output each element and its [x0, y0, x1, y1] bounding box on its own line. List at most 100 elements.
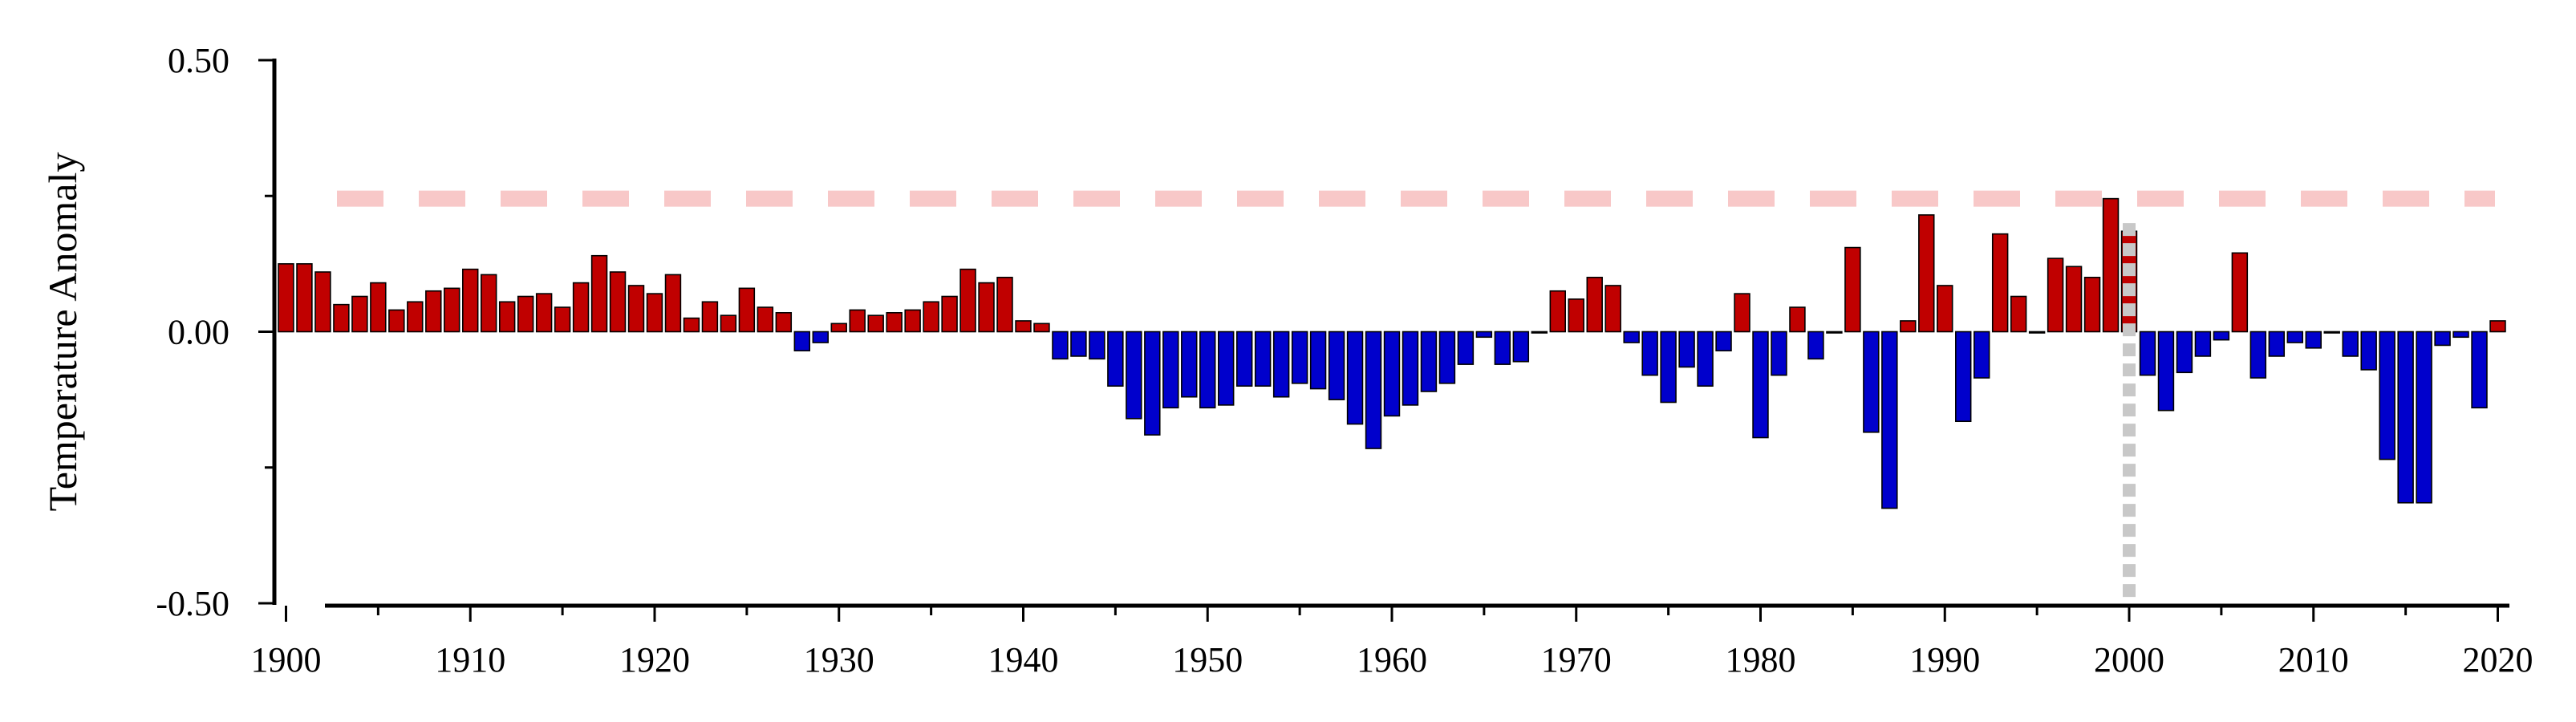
- bar-1966: [1494, 331, 1511, 365]
- bar-2004: [2194, 331, 2212, 357]
- bar-1926: [757, 306, 774, 333]
- x-tick-label: 1960: [1357, 640, 1427, 679]
- bar-1912: [498, 301, 516, 333]
- bar-1908: [425, 290, 442, 333]
- bars-layer: [278, 197, 2506, 509]
- bar-1957: [1328, 331, 1345, 400]
- bar-1917: [590, 254, 608, 333]
- bar-1950: [1199, 331, 1216, 409]
- bar-1919: [627, 285, 645, 333]
- bar-2011: [2323, 331, 2340, 334]
- bar-1915: [554, 306, 571, 333]
- bar-1969: [1549, 290, 1566, 333]
- bar-1967: [1512, 331, 1530, 363]
- bar-1924: [720, 314, 737, 333]
- bar-2013: [2360, 331, 2377, 371]
- bar-1946: [1126, 331, 1142, 420]
- bar-1992: [1973, 331, 1990, 379]
- bar-1931: [849, 309, 866, 333]
- bar-1911: [480, 274, 497, 333]
- bar-1991: [1955, 331, 1972, 423]
- bar-1936: [941, 295, 958, 333]
- bar-1945: [1107, 331, 1124, 387]
- bar-1999: [2102, 197, 2120, 333]
- x-tick-label: 1990: [1909, 640, 1980, 679]
- bar-1983: [1807, 331, 1824, 360]
- bar-1982: [1789, 306, 1806, 333]
- bar-2001: [2139, 331, 2156, 376]
- bar-1947: [1144, 331, 1161, 436]
- bar-2017: [2434, 331, 2451, 347]
- bar-1918: [609, 271, 627, 333]
- bar-1990: [1937, 285, 1953, 333]
- bar-2003: [2176, 331, 2193, 374]
- x-tick-label: 1970: [1541, 640, 1612, 679]
- bar-1968: [1531, 331, 1548, 334]
- bar-1938: [978, 282, 995, 333]
- bar-1928: [793, 331, 811, 351]
- bar-1937: [959, 268, 976, 333]
- bar-1929: [812, 331, 829, 343]
- x-tick-label: 2000: [2094, 640, 2164, 679]
- bar-1981: [1771, 331, 1787, 376]
- bar-1925: [738, 287, 756, 333]
- bar-1900: [278, 263, 294, 333]
- bar-1960: [1383, 331, 1401, 417]
- y-axis-title: Temperature Anomaly: [40, 152, 85, 512]
- bar-1916: [572, 282, 590, 333]
- bar-1953: [1254, 331, 1272, 387]
- bar-1996: [2047, 258, 2064, 333]
- bar-1972: [1604, 285, 1621, 333]
- bar-2012: [2342, 331, 2359, 357]
- x-axis-ticks: 1900 1910 1920 1930 1940 1950 1960 1970 1980 1990…: [250, 606, 2533, 679]
- bar-2005: [2213, 331, 2230, 341]
- bar-1987: [1881, 331, 1898, 509]
- bar-1954: [1272, 331, 1290, 398]
- x-tick-label: 1980: [1726, 640, 1796, 679]
- bar-1909: [444, 287, 460, 333]
- bar-1951: [1218, 331, 1235, 406]
- bar-1998: [2083, 276, 2101, 333]
- bar-1901: [296, 263, 313, 333]
- bar-1948: [1162, 331, 1179, 409]
- bar-1913: [517, 295, 534, 333]
- bar-2010: [2305, 331, 2322, 349]
- y-axis-ticks: -0.50 0.00 0.50: [156, 41, 274, 623]
- bar-1984: [1826, 331, 1843, 334]
- x-tick-label: 1930: [804, 640, 874, 679]
- bar-2018: [2452, 331, 2469, 339]
- bar-2008: [2268, 331, 2286, 357]
- bar-1995: [2028, 331, 2046, 334]
- bar-1944: [1089, 331, 1105, 360]
- x-tick-label: 1940: [988, 640, 1058, 679]
- bar-2002: [2157, 331, 2175, 412]
- y-tick-label: 0.50: [168, 41, 229, 80]
- bar-1997: [2065, 266, 2083, 333]
- bar-1979: [1734, 293, 1750, 333]
- bar-1965: [1475, 331, 1493, 339]
- bar-1962: [1420, 331, 1438, 392]
- bar-1906: [388, 309, 405, 333]
- bar-1903: [333, 303, 350, 333]
- bar-2006: [2231, 252, 2249, 333]
- bar-1959: [1365, 331, 1382, 449]
- bar-1978: [1715, 331, 1732, 351]
- bar-1910: [462, 268, 479, 333]
- bar-1923: [701, 301, 719, 333]
- y-tick-label: -0.50: [156, 584, 229, 623]
- bar-1933: [886, 312, 903, 333]
- bar-2016: [2416, 331, 2432, 504]
- x-tick-label: 1910: [435, 640, 505, 679]
- bar-1971: [1586, 276, 1603, 333]
- bar-1941: [1033, 322, 1050, 333]
- bar-2007: [2249, 331, 2267, 379]
- bar-1930: [830, 322, 847, 333]
- bar-1961: [1402, 331, 1419, 406]
- x-tick-label: 2010: [2278, 640, 2349, 679]
- bar-1935: [923, 301, 939, 333]
- bar-1914: [535, 293, 553, 333]
- bar-1940: [1015, 320, 1032, 333]
- y-tick-label: 0.00: [168, 313, 229, 352]
- bar-1958: [1346, 331, 1364, 425]
- bar-1964: [1457, 331, 1475, 365]
